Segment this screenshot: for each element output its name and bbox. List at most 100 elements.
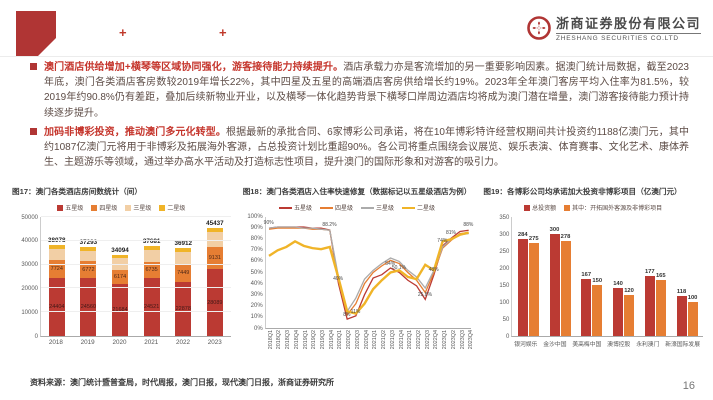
bullet-square-icon: [30, 127, 37, 135]
company-name-en: ZHESHANG SECURITIES CO.LTD: [555, 35, 679, 42]
legend-swatch-icon: [402, 206, 416, 209]
bar-segment: 24404: [48, 277, 65, 336]
bar-value-label: 120: [624, 288, 634, 295]
bar-column: 37293 6772 24560: [80, 239, 97, 336]
x-tick-label: 新濠国际发展: [665, 342, 701, 348]
x-tick-label: 2023Q2: [450, 330, 457, 350]
y-tick-label: 0: [506, 333, 510, 340]
bar-segment: 22878: [175, 281, 192, 336]
bar-column: 150: [592, 278, 603, 336]
legend-item: 三星级: [361, 203, 394, 212]
x-tick-label: 2018Q2: [276, 330, 283, 350]
chart-legend: 五星级 四星级 三星级 二星级: [12, 203, 231, 212]
bullet-item: 澳门酒店供给增加+横琴等区域协同强化，游客接待能力持续提升。酒店承载力亦是客流增…: [30, 60, 689, 121]
data-point-label: 88.2%: [322, 222, 337, 229]
bar-segment: [206, 227, 223, 232]
legend-swatch-icon: [524, 204, 531, 211]
x-tick-label: 2020Q4: [363, 330, 370, 350]
bullet-item: 加码非博彩投资，推动澳门多元化转型。根据最新的承批合同、6家博彩公司承诺，将在1…: [30, 125, 689, 171]
bar-value-label: 167: [581, 272, 592, 279]
bar-column: 45437 9131 28089: [206, 220, 224, 336]
bar-segment: [206, 231, 223, 248]
data-point-label: 74%: [437, 238, 448, 245]
header: + + 浙商证券股份有限公司 ZHESHANG SECURITIES CO.LT…: [0, 0, 713, 57]
gridline: [41, 239, 231, 241]
bar: [549, 234, 560, 336]
bar-value-label: 140: [613, 281, 623, 288]
y-tick-label: 30000: [21, 262, 38, 269]
bar-value-label: 177: [644, 268, 655, 275]
x-tick-label: 永利澳门: [636, 342, 660, 348]
decorative-plus-icon: +: [119, 25, 127, 40]
data-point-label: 11%: [350, 308, 361, 315]
bar-segment: 28089: [206, 269, 223, 336]
legend-item: 总投资额: [524, 203, 556, 212]
x-tick-label: 2018Q1: [267, 330, 274, 350]
bar-segment: 7724: [48, 259, 65, 278]
bar: [517, 239, 528, 336]
y-tick-label: 100%: [247, 213, 263, 220]
bar-group: 118 100: [676, 289, 698, 336]
bar: [581, 279, 592, 336]
x-tick-label: 2021Q1: [372, 330, 379, 350]
x-tick-label: 美高梅中国: [572, 342, 602, 348]
x-tick-label: 2022Q4: [433, 330, 440, 350]
bar-column: 36912 7449 22878: [174, 240, 192, 336]
x-tick-label: 2019Q2: [311, 330, 318, 350]
x-tick-label: 2019Q4: [328, 330, 335, 350]
y-tick-label: 200: [499, 265, 510, 272]
legend-label: 五星级: [293, 206, 312, 212]
data-point-label: 48%: [428, 267, 439, 274]
chart-x-axis: 银河娱乐 金沙中国 美高梅中国 澳博控股 永利澳门 新濠国际发展: [511, 339, 703, 348]
data-point-label: 25.8%: [417, 292, 433, 299]
y-tick-label: 300: [499, 231, 510, 238]
legend-label: 二星级: [417, 206, 436, 212]
chart-occupancy-line: 图18：澳门各类酒店入住率快速修复（数据标记以五星级酒店为例） 五星级 四星级 三星…: [242, 186, 475, 361]
gridline: [41, 216, 231, 217]
bar-total-label: 37681: [142, 238, 161, 246]
line-series: [268, 231, 469, 315]
x-tick-label: 2021Q3: [389, 330, 396, 350]
gridline: [41, 311, 231, 313]
bar-segment: [48, 245, 65, 249]
legend-item: 四星级: [91, 203, 117, 212]
bar-column: 278: [560, 234, 571, 336]
bar-group: 300 278: [549, 227, 571, 336]
bar-column: 165: [655, 273, 666, 336]
x-tick-label: 2019Q3: [320, 330, 327, 350]
legend-item: 五星级: [278, 203, 312, 212]
chart-legend: 五星级 四星级 三星级 二星级: [243, 203, 472, 212]
x-tick-label: 2023Q1: [442, 330, 449, 350]
chart-legend: 总投资额 其中：开拓国外客源及非博彩项目: [483, 203, 703, 212]
y-tick-label: 20000: [21, 285, 38, 292]
legend-label: 其中：开拓国外客源及非博彩项目: [572, 206, 663, 212]
x-tick-label: 2023Q4: [468, 330, 475, 350]
bullet-text: 澳门酒店供给增加+横琴等区域协同强化，游客接待能力持续提升。酒店承载力亦是客流增…: [44, 60, 689, 121]
chart-title: 图18：澳门各类酒店入住率快速修复（数据标记以五星级酒店为例）: [242, 187, 472, 196]
x-tick-label: 2018Q3: [285, 330, 292, 350]
bar-segment: [112, 254, 129, 259]
bar-value-label: 100: [687, 295, 698, 301]
chart-title: 图17：澳门各类酒店房间数统计（间）: [12, 187, 142, 196]
y-tick-label: 50000: [21, 214, 38, 221]
x-tick-label: 2021: [144, 339, 159, 346]
chart-title: 图19：各博彩公司均承诺加大投资非博彩项目（亿澳门元）: [483, 187, 682, 196]
legend-item: 五星级: [57, 203, 83, 212]
bar-value-label: 300: [549, 227, 560, 233]
y-tick-label: 60%: [250, 258, 263, 265]
gridline: [41, 287, 231, 289]
legend-item: 二星级: [402, 203, 435, 212]
bar-segment: [48, 248, 65, 260]
bar: [624, 295, 635, 336]
bar-group: 284 275: [517, 232, 539, 336]
x-tick-label: 2022Q3: [424, 330, 431, 350]
bar-segment: 6174: [112, 269, 129, 285]
source-note: 资料来源：澳门统计暨普查局，时代周报，澳门日报，现代澳门日报，浙商证券研究所: [30, 378, 334, 387]
bullet-body: 根据最新的承批合同、6家博彩公司承诺，将在10年博彩特许经营权期间共计投资约11…: [44, 126, 689, 169]
bullet-body: 酒店承载力亦是客流增加的另一重要影响因素。据澳门统计局数据，截至2023年底，澳…: [44, 62, 689, 119]
data-point-label: 40%: [333, 276, 344, 283]
data-point-label: 81%: [445, 230, 457, 237]
bar-total-label: 38078: [48, 237, 66, 245]
data-point-label: 88%: [463, 222, 474, 229]
